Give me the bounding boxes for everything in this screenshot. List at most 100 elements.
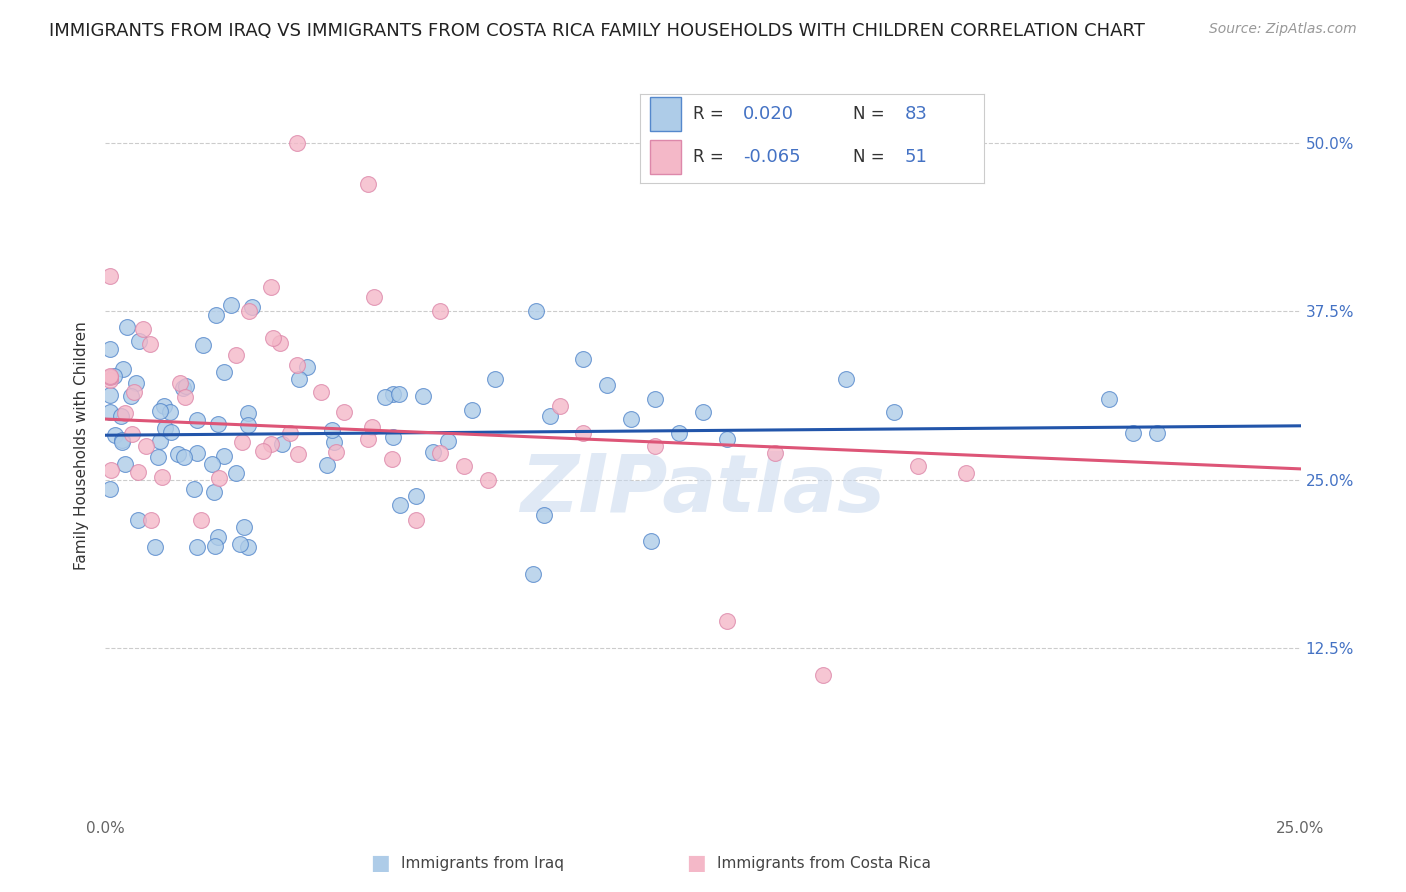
Point xyxy=(125,376,148,390)
Point xyxy=(169,376,191,390)
Point xyxy=(429,304,451,318)
Point xyxy=(238,540,260,554)
Point xyxy=(907,459,929,474)
Point xyxy=(388,499,411,513)
Point xyxy=(316,458,339,473)
Point xyxy=(221,297,243,311)
Point xyxy=(98,404,121,418)
Point xyxy=(381,387,404,401)
Point xyxy=(111,362,134,376)
Point xyxy=(287,447,309,461)
Point xyxy=(127,513,149,527)
Point xyxy=(207,530,229,544)
Point xyxy=(538,409,561,424)
Point xyxy=(668,425,690,440)
Point xyxy=(233,519,256,533)
Point xyxy=(104,428,127,442)
Point xyxy=(114,457,136,471)
Point xyxy=(572,351,595,366)
Point xyxy=(121,426,143,441)
Text: R =: R = xyxy=(693,148,724,166)
Point xyxy=(240,301,263,315)
Text: -0.065: -0.065 xyxy=(744,148,800,166)
Point xyxy=(159,405,181,419)
Point xyxy=(484,372,506,386)
Point xyxy=(381,452,404,467)
Point xyxy=(640,533,662,548)
Point xyxy=(357,177,380,191)
Point xyxy=(207,417,229,432)
Point xyxy=(325,445,347,459)
Point xyxy=(382,430,405,444)
Point xyxy=(103,368,125,383)
Point xyxy=(692,405,714,419)
Text: Immigrants from Costa Rica: Immigrants from Costa Rica xyxy=(717,856,931,871)
Point xyxy=(405,489,427,503)
Point xyxy=(186,413,208,427)
Point xyxy=(174,390,197,404)
Point xyxy=(238,304,260,318)
Point xyxy=(205,309,228,323)
Point xyxy=(128,334,150,348)
Point xyxy=(229,537,252,551)
Point xyxy=(259,279,281,293)
Point xyxy=(269,336,291,351)
Point xyxy=(238,406,260,420)
Text: N =: N = xyxy=(853,148,884,166)
Point xyxy=(477,473,499,487)
Point xyxy=(285,136,308,150)
Point xyxy=(122,384,145,399)
Point xyxy=(191,338,214,352)
Point xyxy=(173,450,195,464)
Point xyxy=(357,432,380,446)
Text: 0.020: 0.020 xyxy=(744,105,794,123)
Point xyxy=(422,444,444,458)
Point xyxy=(453,459,475,474)
Point xyxy=(260,437,283,451)
Text: IMMIGRANTS FROM IRAQ VS IMMIGRANTS FROM COSTA RICA FAMILY HOUSEHOLDS WITH CHILDR: IMMIGRANTS FROM IRAQ VS IMMIGRANTS FROM … xyxy=(49,22,1144,40)
Point xyxy=(436,434,458,448)
Point xyxy=(955,466,977,480)
Text: R =: R = xyxy=(693,105,724,123)
Point xyxy=(533,508,555,522)
Point xyxy=(166,447,188,461)
Point xyxy=(309,385,332,400)
Point xyxy=(835,372,858,386)
Point xyxy=(288,372,311,386)
Point xyxy=(1146,425,1168,440)
Point xyxy=(114,406,136,420)
Point xyxy=(716,614,738,628)
Point xyxy=(572,425,595,440)
Text: ZIPatlas: ZIPatlas xyxy=(520,451,886,530)
Point xyxy=(363,289,385,303)
Point xyxy=(644,392,666,406)
Point xyxy=(285,358,308,372)
Point xyxy=(405,513,427,527)
Point xyxy=(186,446,208,460)
Point xyxy=(186,540,208,554)
Point xyxy=(172,381,194,395)
Point xyxy=(98,370,121,384)
Point xyxy=(212,365,235,379)
Point xyxy=(236,417,259,432)
Point xyxy=(98,343,121,357)
Y-axis label: Family Households with Children: Family Households with Children xyxy=(75,322,90,570)
Point xyxy=(183,482,205,496)
Point xyxy=(190,513,212,527)
Bar xyxy=(650,97,681,131)
Point xyxy=(98,269,121,284)
Point xyxy=(148,450,170,464)
Point xyxy=(98,368,121,383)
Point xyxy=(138,336,160,351)
Text: 51: 51 xyxy=(905,148,928,166)
Point xyxy=(225,467,247,481)
Point xyxy=(252,443,274,458)
Point xyxy=(333,405,356,419)
Point xyxy=(883,405,905,419)
Point xyxy=(100,463,122,477)
Point xyxy=(1098,392,1121,406)
Point xyxy=(412,389,434,403)
Point xyxy=(111,435,134,450)
Point xyxy=(262,331,284,345)
Point xyxy=(98,388,121,402)
